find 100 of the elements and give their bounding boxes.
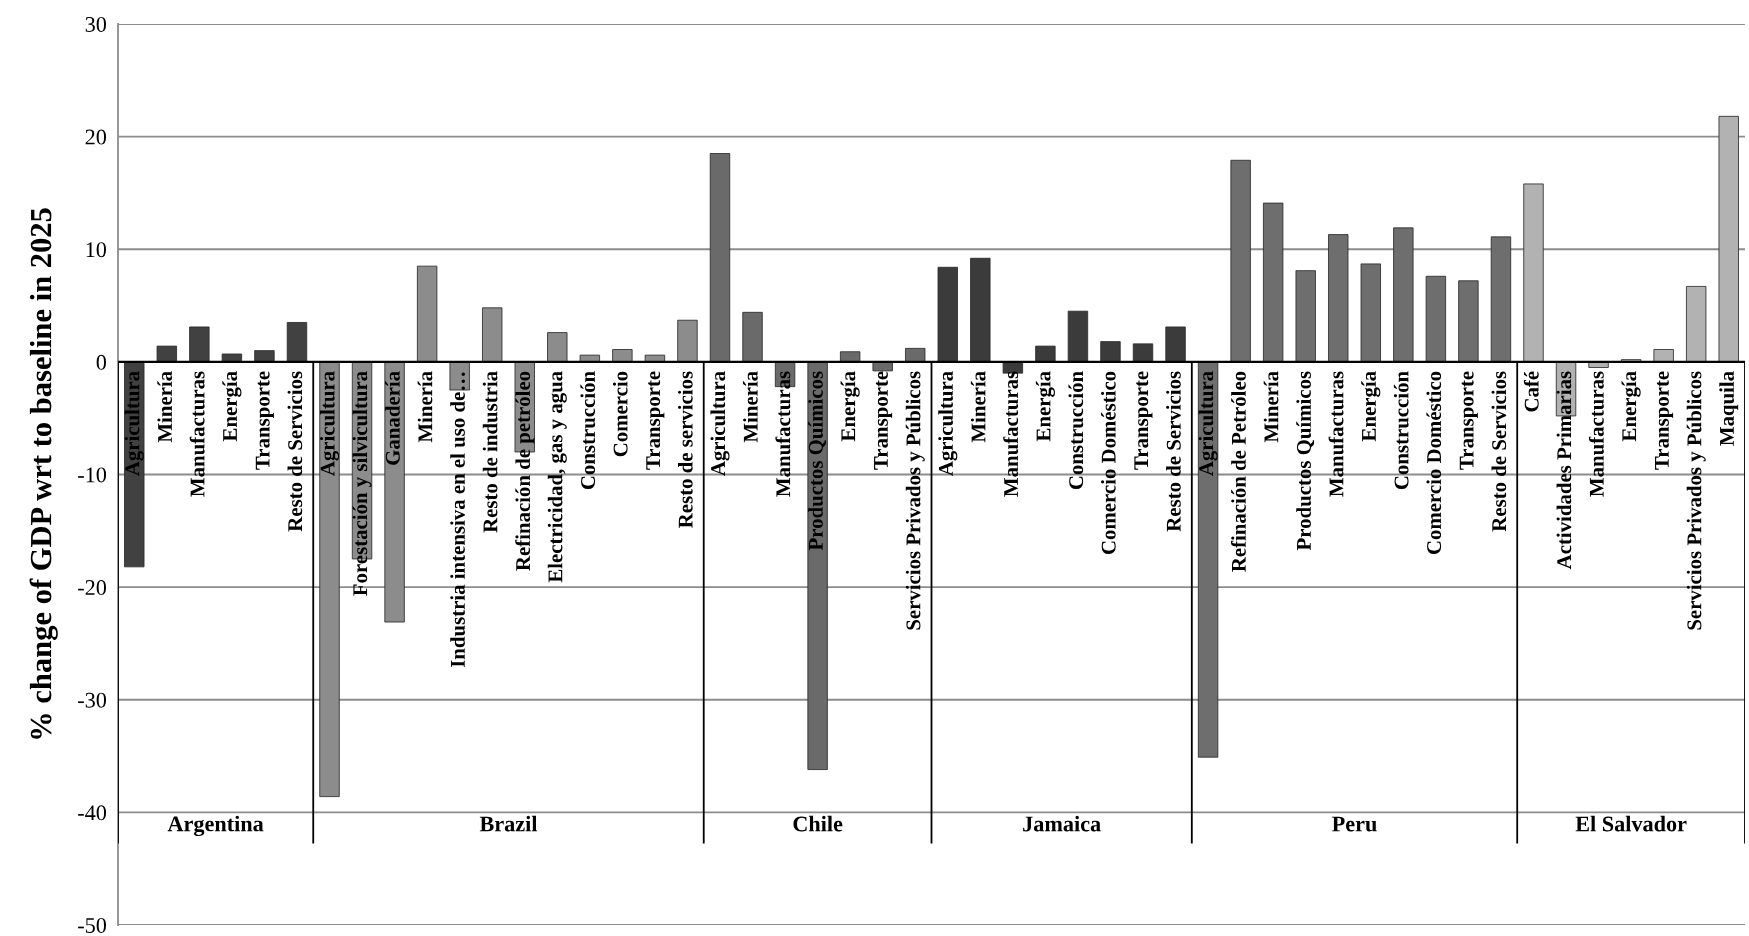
x-tick-label: Transporte bbox=[874, 371, 893, 470]
bar bbox=[1295, 270, 1316, 363]
bar bbox=[1523, 183, 1544, 363]
x-tick-label: Comercio bbox=[612, 371, 628, 457]
x-tick-label: Manufacturas bbox=[1003, 371, 1019, 497]
bar bbox=[1360, 263, 1381, 363]
x-tick-label: Manufacturas bbox=[1588, 371, 1604, 497]
x-tick-label: Productos Químicos bbox=[1296, 371, 1315, 551]
bar bbox=[1100, 341, 1121, 363]
x-tick-label: Productos Químicos bbox=[808, 371, 826, 551]
y-tick-label: -40 bbox=[78, 805, 107, 821]
x-tick-label: Minería bbox=[417, 371, 433, 443]
bar bbox=[937, 266, 958, 363]
bar bbox=[970, 257, 991, 363]
x-tick-label: Agricultura bbox=[710, 371, 730, 476]
x-tick-label: Transporte bbox=[646, 371, 665, 470]
x-tick-label: Maquila bbox=[1719, 371, 1739, 446]
bar bbox=[286, 322, 308, 363]
x-tick-label: Construcción bbox=[580, 371, 596, 490]
bar bbox=[644, 354, 666, 363]
bar bbox=[156, 345, 177, 363]
x-tick-label: Transporte bbox=[1655, 371, 1674, 470]
x-tick-label: Manufacturas bbox=[189, 371, 205, 497]
x-tick-label: Resto de industria bbox=[482, 371, 498, 533]
x-tick-label: Agricultura bbox=[124, 371, 144, 476]
x-tick-label: Servicios Privados y Públicos bbox=[1686, 371, 1706, 630]
x-tick-label: Transporte bbox=[1134, 371, 1153, 470]
x-tick-label: Construcción bbox=[1068, 371, 1084, 490]
bar bbox=[1653, 349, 1674, 363]
bar bbox=[807, 361, 828, 770]
bar bbox=[612, 349, 633, 363]
bar bbox=[1165, 326, 1186, 363]
x-tick-label: Energía bbox=[840, 371, 860, 442]
y-tick-label: -20 bbox=[78, 580, 107, 596]
x-tick-label: Construcción bbox=[1393, 371, 1409, 490]
bar bbox=[1067, 310, 1089, 363]
bar bbox=[189, 326, 210, 363]
x-tick-label: Energía bbox=[1621, 371, 1641, 442]
annotation: Peru bbox=[1332, 816, 1377, 832]
y-tick-label: -10 bbox=[78, 467, 107, 483]
y-tick-label: -30 bbox=[78, 692, 107, 708]
bar bbox=[1197, 361, 1219, 758]
y-axis-title: % change of GDP wrt to baseline in 2025 bbox=[29, 208, 58, 739]
x-tick-label: Minería bbox=[970, 371, 986, 443]
x-tick-label: Agricultura bbox=[938, 371, 958, 476]
x-tick-label: Energía bbox=[222, 371, 242, 442]
bar bbox=[416, 265, 438, 363]
x-tick-label: Transporte bbox=[255, 371, 274, 470]
x-tick-label: Transporte bbox=[1459, 371, 1478, 470]
y-tick-label: 20 bbox=[85, 129, 107, 145]
bar bbox=[124, 361, 145, 568]
bar bbox=[1035, 345, 1056, 363]
x-tick-label: Resto de Servicios bbox=[1166, 371, 1181, 532]
annotation: Chile bbox=[793, 815, 843, 832]
x-tick-label: Café bbox=[1523, 371, 1539, 412]
bar bbox=[709, 153, 731, 363]
x-tick-label: Minería bbox=[743, 371, 758, 443]
y-tick-label: -50 bbox=[78, 917, 107, 933]
bar bbox=[839, 351, 861, 363]
bar bbox=[482, 307, 503, 363]
x-tick-label: Electricidad, gas y agua bbox=[547, 371, 567, 583]
x-tick-label: Energía bbox=[1035, 371, 1055, 442]
x-tick-label: Actividades Primarias bbox=[1556, 371, 1572, 570]
x-tick-label: Servicios Privados y Públicos bbox=[905, 371, 925, 630]
y-tick-label: 10 bbox=[86, 242, 107, 258]
bar bbox=[1230, 159, 1251, 363]
bar bbox=[1718, 115, 1739, 363]
annotation: Brazil bbox=[479, 815, 538, 832]
bar bbox=[1425, 275, 1447, 363]
x-tick-label: Manufacturas bbox=[775, 371, 791, 497]
bar bbox=[872, 361, 893, 372]
x-tick-label: Agricultura bbox=[1198, 371, 1218, 476]
x-tick-label: Comercio Doméstico bbox=[1426, 371, 1442, 555]
bar bbox=[547, 332, 568, 363]
annotation: Jamaica bbox=[1023, 815, 1101, 832]
x-tick-label: Forestación y silvicultura bbox=[352, 371, 372, 596]
bar bbox=[742, 311, 763, 363]
bar bbox=[677, 319, 698, 363]
x-tick-label: Resto de Servicios bbox=[1491, 371, 1507, 532]
x-tick-label: Refinación de Petróleo bbox=[1230, 371, 1246, 572]
x-tick-label: Resto de servicios bbox=[678, 371, 693, 528]
y-tick-label: 0 bbox=[96, 354, 107, 370]
bar bbox=[1458, 280, 1479, 363]
bar bbox=[221, 353, 243, 363]
bar bbox=[1262, 202, 1284, 363]
annotation: Argentina bbox=[167, 815, 264, 837]
bar bbox=[1490, 236, 1512, 363]
y-tick-label: 30 bbox=[85, 16, 107, 32]
x-tick-label: Industria intensiva en el uso de… bbox=[450, 372, 465, 668]
bar bbox=[905, 347, 926, 363]
x-tick-label: Resto de Servicios bbox=[287, 371, 303, 532]
x-tick-label: Minería bbox=[157, 371, 173, 443]
annotation: El Salvador bbox=[1575, 815, 1687, 832]
x-tick-label: Agricultura bbox=[319, 371, 340, 476]
bar bbox=[254, 350, 275, 363]
bar bbox=[1393, 227, 1414, 363]
x-tick-label: Ganadería bbox=[385, 371, 400, 465]
bar bbox=[1132, 343, 1154, 363]
x-tick-label: Manufacturas bbox=[1328, 371, 1344, 497]
bar bbox=[1686, 286, 1707, 363]
